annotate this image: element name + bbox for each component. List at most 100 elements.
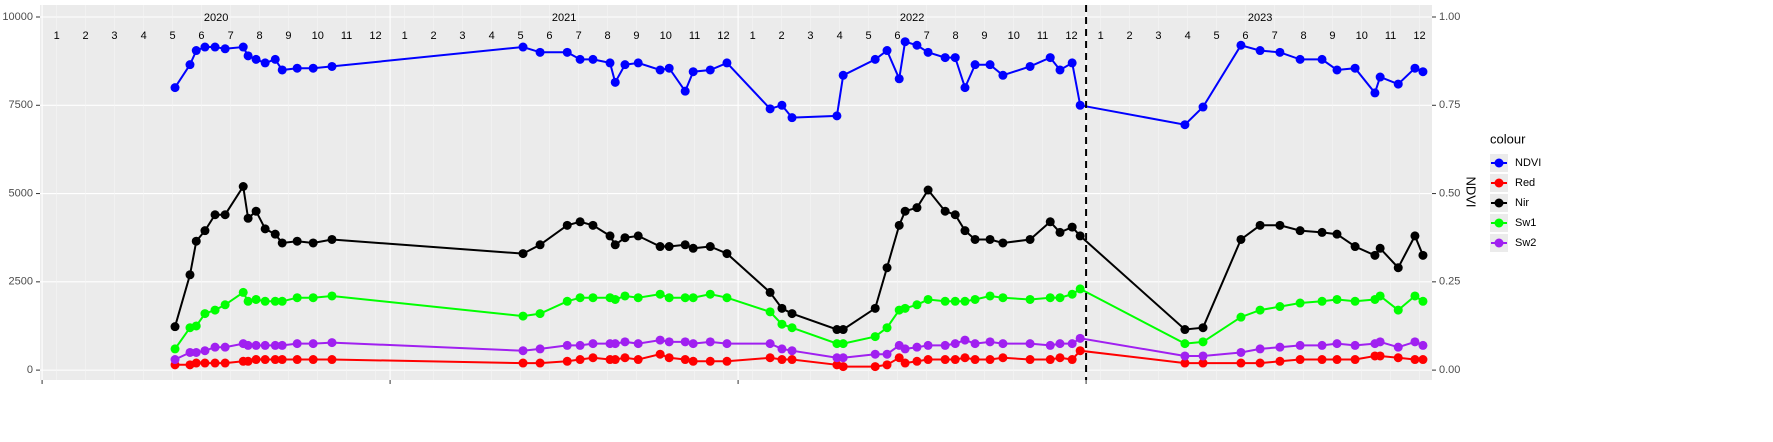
data-point bbox=[575, 54, 585, 64]
data-point bbox=[870, 362, 880, 372]
data-point bbox=[870, 303, 880, 313]
month-label: 3 bbox=[459, 30, 465, 42]
data-point bbox=[1275, 47, 1285, 57]
year-label: 2021 bbox=[552, 12, 576, 24]
data-point bbox=[960, 226, 970, 236]
data-point bbox=[838, 325, 848, 335]
y-tick-label: 10000 bbox=[2, 11, 33, 23]
data-point bbox=[535, 240, 545, 250]
data-point bbox=[535, 47, 545, 57]
month-label: 9 bbox=[633, 30, 639, 42]
month-label: 4 bbox=[1185, 30, 1191, 42]
data-point bbox=[170, 83, 180, 93]
data-point bbox=[243, 213, 253, 223]
month-label: 7 bbox=[576, 30, 582, 42]
data-point bbox=[292, 293, 302, 303]
data-point bbox=[1075, 284, 1085, 294]
data-point bbox=[220, 44, 230, 54]
data-point bbox=[562, 47, 572, 57]
data-point bbox=[308, 293, 318, 303]
data-point bbox=[251, 54, 261, 64]
data-point bbox=[620, 60, 630, 70]
data-point bbox=[705, 242, 715, 252]
data-point bbox=[998, 238, 1008, 248]
month-label: 4 bbox=[837, 30, 843, 42]
data-point bbox=[1198, 358, 1208, 368]
data-point bbox=[1275, 342, 1285, 352]
data-point bbox=[1375, 72, 1385, 82]
data-point bbox=[870, 54, 880, 64]
data-point bbox=[210, 42, 220, 52]
data-point bbox=[292, 355, 302, 365]
month-label: 10 bbox=[1008, 30, 1020, 42]
month-label: 1 bbox=[54, 30, 60, 42]
legend-label: Red bbox=[1515, 177, 1535, 189]
data-point bbox=[1025, 234, 1035, 244]
data-point bbox=[270, 54, 280, 64]
data-point bbox=[518, 311, 528, 321]
data-point bbox=[838, 353, 848, 363]
legend-dot bbox=[1494, 198, 1504, 208]
year-label: 2023 bbox=[1248, 12, 1272, 24]
data-point bbox=[1255, 220, 1265, 230]
data-point bbox=[243, 356, 253, 366]
data-point bbox=[327, 234, 337, 244]
data-point bbox=[610, 77, 620, 87]
data-point bbox=[277, 65, 287, 75]
data-point bbox=[1198, 351, 1208, 361]
legend-dot bbox=[1494, 238, 1504, 248]
data-point bbox=[1045, 355, 1055, 365]
data-point bbox=[722, 58, 732, 68]
data-point bbox=[838, 339, 848, 349]
data-point bbox=[1350, 296, 1360, 306]
legend-dot bbox=[1494, 218, 1504, 228]
year-label: 2020 bbox=[204, 12, 228, 24]
data-point bbox=[1236, 234, 1246, 244]
data-point bbox=[633, 293, 643, 303]
data-point bbox=[777, 100, 787, 110]
data-point bbox=[251, 355, 261, 365]
month-label: 10 bbox=[660, 30, 672, 42]
data-point bbox=[1045, 340, 1055, 350]
data-point bbox=[562, 340, 572, 350]
grid bbox=[40, 5, 1432, 380]
data-point bbox=[765, 339, 775, 349]
data-point bbox=[1295, 226, 1305, 236]
data-point bbox=[575, 355, 585, 365]
month-label: 2 bbox=[431, 30, 437, 42]
data-point bbox=[1198, 323, 1208, 333]
data-point bbox=[985, 60, 995, 70]
data-point bbox=[870, 349, 880, 359]
data-point bbox=[1418, 296, 1428, 306]
data-point bbox=[292, 236, 302, 246]
month-label: 5 bbox=[866, 30, 872, 42]
data-point bbox=[1045, 293, 1055, 303]
data-point bbox=[940, 355, 950, 365]
month-label: 12 bbox=[717, 30, 729, 42]
data-point bbox=[620, 291, 630, 301]
data-point bbox=[210, 342, 220, 352]
data-point bbox=[251, 340, 261, 350]
data-point bbox=[191, 236, 201, 246]
data-point bbox=[1375, 291, 1385, 301]
data-point bbox=[270, 340, 280, 350]
data-point bbox=[940, 53, 950, 63]
data-point bbox=[1393, 263, 1403, 273]
y2-tick-label: 0.00 bbox=[1439, 364, 1460, 376]
data-point bbox=[1350, 242, 1360, 252]
data-point bbox=[620, 233, 630, 243]
data-point bbox=[1045, 53, 1055, 63]
data-point bbox=[765, 353, 775, 363]
data-point bbox=[923, 47, 933, 57]
data-point bbox=[260, 340, 270, 350]
data-point bbox=[1410, 355, 1420, 365]
data-point bbox=[664, 63, 674, 73]
data-point bbox=[950, 210, 960, 220]
data-point bbox=[260, 58, 270, 68]
data-point bbox=[588, 353, 598, 363]
data-point bbox=[655, 242, 665, 252]
month-label: 12 bbox=[369, 30, 381, 42]
y2-axis-title: NDVI bbox=[1464, 176, 1479, 207]
data-point bbox=[765, 104, 775, 114]
